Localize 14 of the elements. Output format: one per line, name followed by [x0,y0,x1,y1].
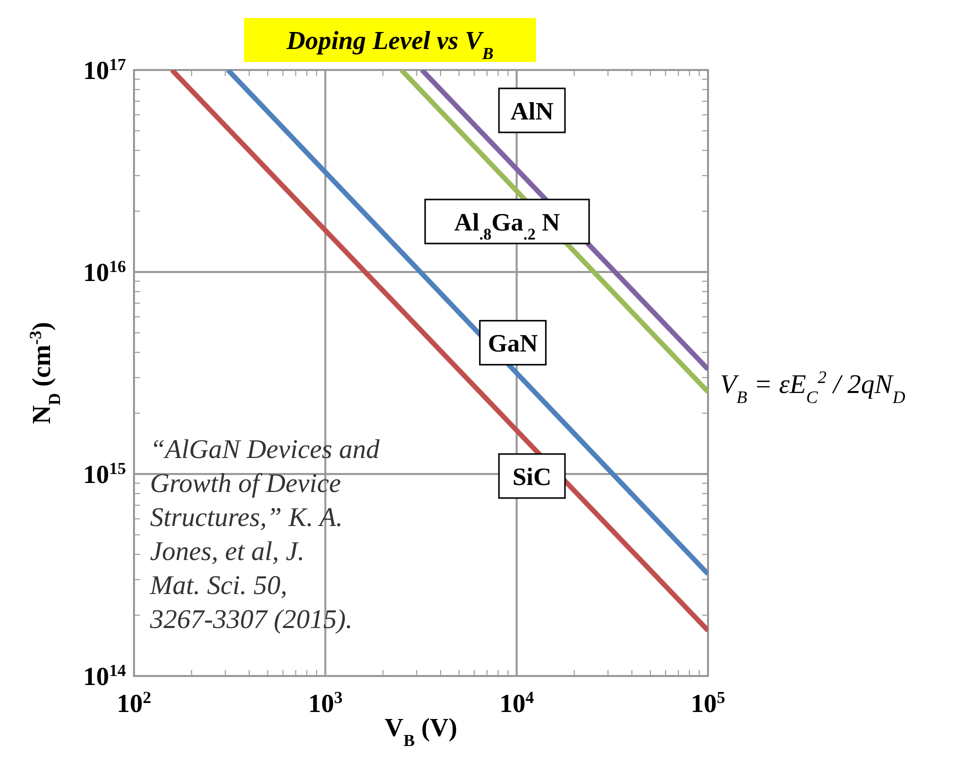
chart-title: Doping Level vs V$_{B}$ [286,26,494,62]
y-tick-label: 10$^{17}$ [83,54,127,85]
y-tick-label: 10$^{15}$ [83,458,126,489]
series-label: AlN [510,98,554,126]
series-label: Al$_{.8}$Ga$_{.2}$ N [454,210,560,244]
x-tick-label: 10$^{4}$ [499,688,534,718]
x-tick-label: 10$^{5}$ [690,688,726,718]
x-tick-label: 10$^{3}$ [308,688,343,718]
annotation: “AlGaN Devices and Growth of Device Structures,” K. A. Jones, et al, J. Mat. Sci. 50, 3267-3307 (2015). [149,434,380,634]
x-axis-title: V$_{B}$ (V) [384,713,458,750]
series-label: SiC [512,464,552,492]
y-tick-label: 10$^{16}$ [83,256,126,287]
text: V$_{B}$ = εE$_{C}$$^{2}$ / 2qN$_{D}$ [720,367,906,407]
series-label: GaN [488,330,538,358]
